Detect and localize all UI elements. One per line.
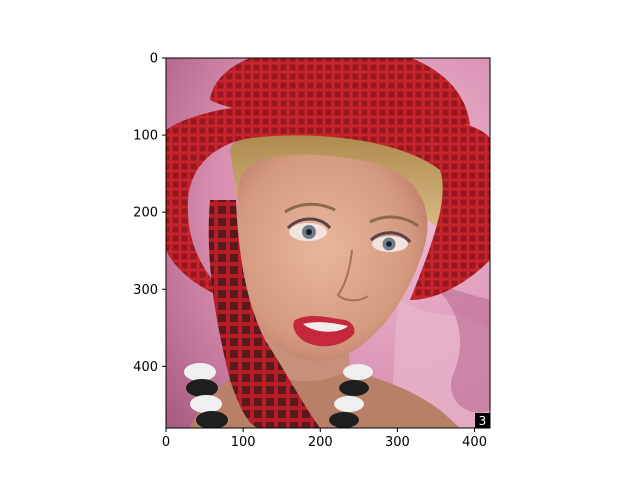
y-axis: 0 100 200 300 400 bbox=[133, 52, 166, 375]
portrait-image: 3 bbox=[166, 58, 490, 428]
left-eyebrow bbox=[284, 202, 336, 214]
right-eyebrow bbox=[369, 215, 419, 228]
face bbox=[237, 154, 428, 362]
right-eyelid bbox=[369, 231, 412, 244]
necklace-left bbox=[184, 363, 228, 428]
axes-frame bbox=[165, 57, 491, 429]
necklace-right bbox=[329, 364, 373, 428]
left-pupil bbox=[306, 229, 312, 235]
scarf bbox=[208, 200, 320, 428]
nose bbox=[336, 249, 369, 302]
y-tick-label: 300 bbox=[133, 283, 158, 298]
x-tick-label: 400 bbox=[462, 435, 487, 450]
x-tick-label: 300 bbox=[385, 435, 410, 450]
hat-brim bbox=[166, 101, 490, 300]
y-tick-label: 400 bbox=[133, 360, 158, 375]
x-axis: 0 100 200 300 400 bbox=[162, 428, 487, 450]
corner-badge bbox=[475, 413, 490, 428]
x-tick-label: 100 bbox=[231, 435, 256, 450]
corner-badge-label: 3 bbox=[479, 414, 487, 428]
y-tick-label: 200 bbox=[133, 206, 158, 221]
teeth bbox=[303, 322, 348, 332]
left-eyelid bbox=[286, 217, 332, 230]
right-pupil bbox=[386, 241, 392, 247]
y-tick-label: 0 bbox=[150, 52, 158, 67]
x-tick-label: 200 bbox=[308, 435, 333, 450]
y-tick-label: 100 bbox=[133, 129, 158, 144]
x-tick-label: 0 bbox=[162, 435, 170, 450]
fabric-fold bbox=[420, 280, 490, 413]
